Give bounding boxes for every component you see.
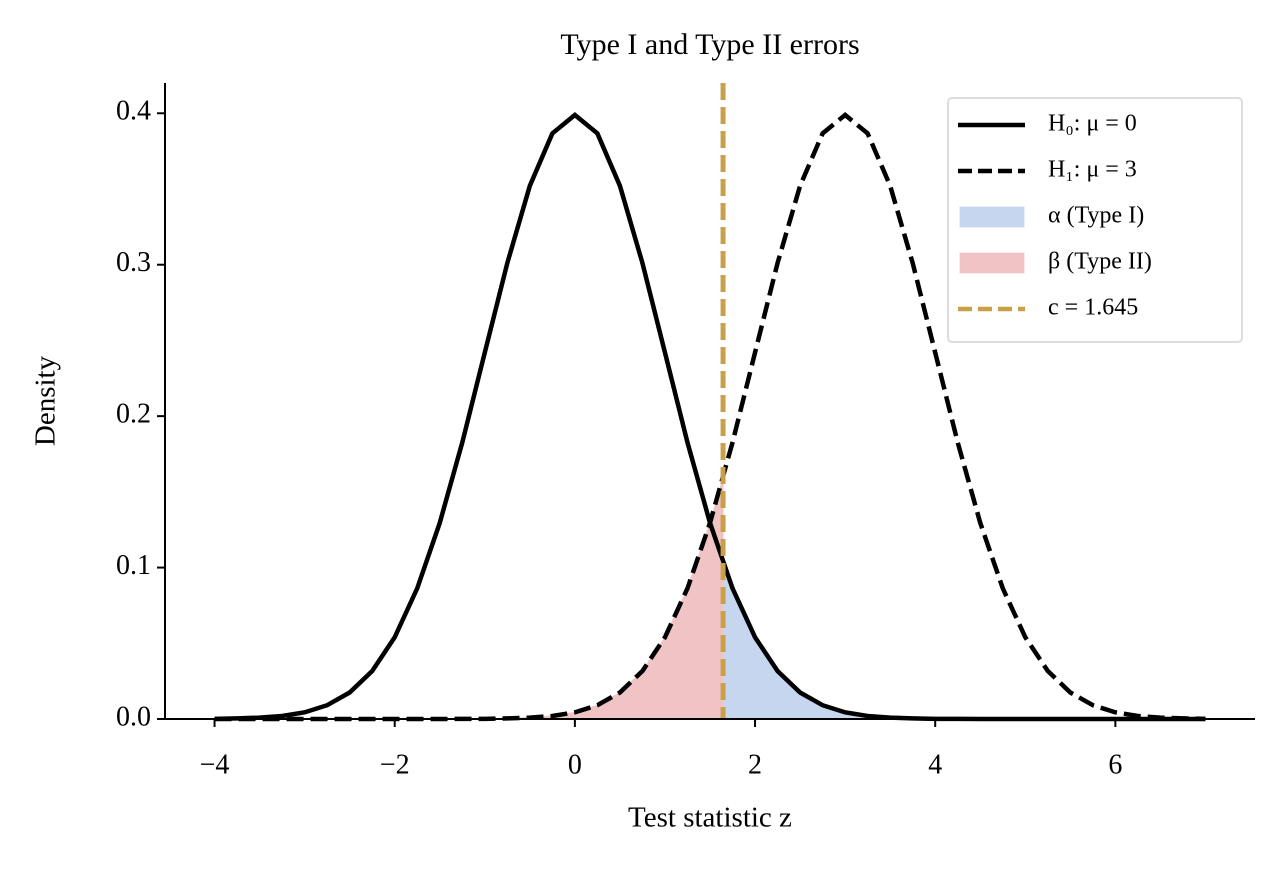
chart-title: Type I and Type II errors <box>560 28 859 61</box>
legend-label: α (Type I) <box>1048 203 1144 229</box>
y-tick-label: 0.4 <box>116 96 151 127</box>
x-tick-label: 2 <box>748 749 762 780</box>
y-axis-label: Density <box>30 355 62 446</box>
legend-box <box>947 97 1243 343</box>
legend-label: H₀: μ = 0 <box>1048 111 1137 137</box>
x-tick-label: −4 <box>200 749 230 780</box>
y-tick-label: 0.0 <box>116 701 151 732</box>
legend-swatch <box>959 206 1025 228</box>
x-tick-label: −2 <box>380 749 410 780</box>
x-tick-label: 6 <box>1108 749 1122 780</box>
area <box>484 477 724 720</box>
y-tick-label: 0.3 <box>116 247 151 278</box>
legend: H₀: μ = 0 H₁: μ = 3 α (Type I) β (Type II) c… <box>947 97 1243 343</box>
line <box>214 112 1206 722</box>
y-tick-label: 0.2 <box>116 399 151 430</box>
x-tick-label: 0 <box>568 749 582 780</box>
legend-label: β (Type II) <box>1048 249 1152 275</box>
x-tick-label: 4 <box>928 749 942 780</box>
legend-label: H₁: μ = 3 <box>1048 157 1137 183</box>
legend-swatch <box>959 252 1025 274</box>
legend-label: c = 1.645 <box>1048 295 1138 321</box>
area <box>722 562 981 720</box>
x-axis-label: Test statistic z <box>628 802 792 834</box>
y-tick-label: 0.1 <box>116 550 151 581</box>
